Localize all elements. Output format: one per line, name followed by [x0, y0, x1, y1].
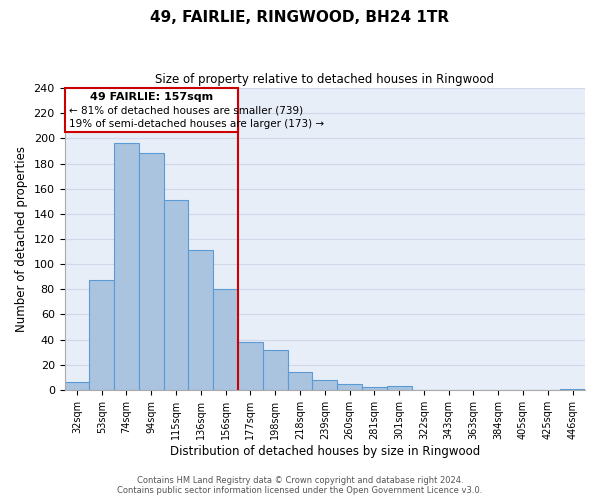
Text: 49 FAIRLIE: 157sqm: 49 FAIRLIE: 157sqm — [90, 92, 213, 102]
Bar — [213, 289, 238, 390]
Bar — [313, 380, 337, 390]
Text: ← 81% of detached houses are smaller (739): ← 81% of detached houses are smaller (73… — [70, 106, 304, 116]
Bar — [387, 386, 412, 390]
Bar — [114, 144, 139, 390]
Bar — [164, 200, 188, 390]
Bar — [362, 388, 387, 390]
Bar — [139, 154, 164, 390]
X-axis label: Distribution of detached houses by size in Ringwood: Distribution of detached houses by size … — [170, 444, 480, 458]
Text: Contains HM Land Registry data © Crown copyright and database right 2024.
Contai: Contains HM Land Registry data © Crown c… — [118, 476, 482, 495]
Bar — [89, 280, 114, 390]
Bar — [337, 384, 362, 390]
Bar — [65, 382, 89, 390]
Y-axis label: Number of detached properties: Number of detached properties — [15, 146, 28, 332]
Bar — [263, 350, 287, 390]
Bar — [287, 372, 313, 390]
Title: Size of property relative to detached houses in Ringwood: Size of property relative to detached ho… — [155, 72, 494, 86]
Bar — [188, 250, 213, 390]
Text: 19% of semi-detached houses are larger (173) →: 19% of semi-detached houses are larger (… — [70, 120, 325, 130]
FancyBboxPatch shape — [65, 88, 238, 132]
Bar — [238, 342, 263, 390]
Bar — [560, 388, 585, 390]
Text: 49, FAIRLIE, RINGWOOD, BH24 1TR: 49, FAIRLIE, RINGWOOD, BH24 1TR — [151, 10, 449, 25]
